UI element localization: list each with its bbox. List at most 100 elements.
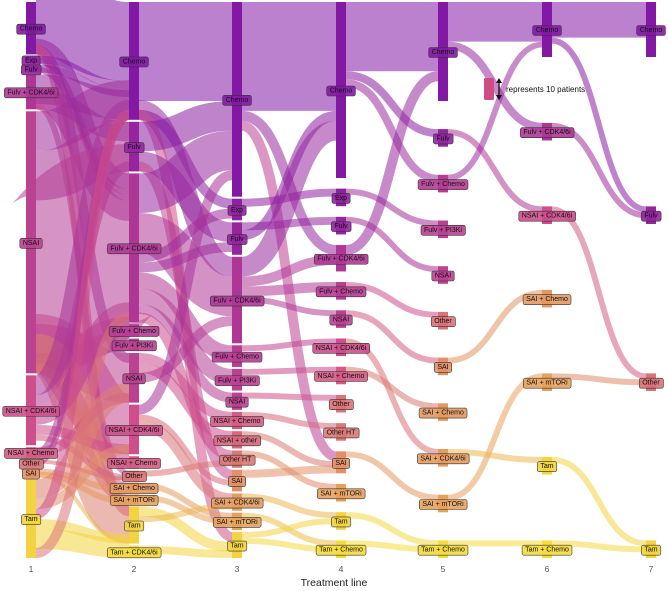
node-label: SAI + CDK4/6i [417, 453, 470, 465]
node-label: Fulv + PI3Ki [214, 375, 260, 387]
node-label-box [210, 295, 265, 307]
flow-link [551, 37, 647, 213]
node-label-box [124, 142, 145, 153]
node-label: SAI [22, 468, 40, 480]
svg-text:NSAI: NSAI [435, 273, 451, 280]
svg-text:SAI + CDK4/6i: SAI + CDK4/6i [420, 455, 466, 462]
node-label-box [119, 56, 149, 68]
node-label: NSAI [225, 396, 249, 408]
node-label: Fulv [433, 133, 454, 145]
flow-link [447, 449, 543, 463]
flow-link [241, 518, 337, 538]
node-label: Tam [124, 520, 145, 532]
node-label-box [213, 517, 262, 528]
node-label: SAI + Chemo [109, 483, 159, 494]
svg-text:Tam: Tam [230, 543, 243, 550]
svg-text:Fulv: Fulv [24, 66, 38, 73]
node-label-box [111, 340, 157, 352]
flow-link [551, 456, 647, 547]
svg-text:Chemo: Chemo [432, 49, 455, 56]
node-label-box [522, 294, 572, 306]
node-label: Other HT [323, 427, 360, 439]
svg-text:Fulv + CDK4/6i: Fulv + CDK4/6i [523, 129, 571, 136]
svg-text:Tam: Tam [127, 522, 140, 529]
node-label-box [314, 371, 368, 382]
node-label-box [431, 270, 455, 282]
node-label: NSAI + other [213, 435, 262, 447]
svg-text:Tam: Tam [644, 547, 657, 554]
node-label-box [641, 544, 662, 556]
node-label: SAI + Chemo [522, 294, 572, 306]
svg-text:SAI: SAI [437, 364, 448, 371]
node-label: Other [121, 471, 147, 482]
node-label: Chemo [222, 95, 252, 106]
node-label-box [21, 514, 42, 525]
node-label-box [21, 64, 42, 76]
x-tick-label: 6 [545, 564, 550, 574]
node-label-box [227, 540, 248, 552]
svg-text:NSAI + Chemo: NSAI + Chemo [214, 418, 261, 425]
node-label: Fulv + CDK4/6i [520, 127, 575, 138]
node-label-box [641, 210, 662, 222]
node-label: Other [430, 316, 456, 328]
node-label: SAI [434, 362, 452, 373]
node-label-box [417, 179, 469, 190]
node-label: Tam [21, 514, 42, 525]
node-label: Fulv [227, 234, 248, 245]
svg-text:Fulv + PI3Ki: Fulv + PI3Ki [218, 377, 256, 384]
x-tick-label: 1 [29, 564, 34, 574]
node-label: NSAI + CDK4/6i [312, 342, 370, 354]
flow-link [138, 316, 233, 383]
svg-text:NSAI + Chemo: NSAI + Chemo [8, 450, 55, 457]
flow-link [345, 282, 439, 318]
x-axis-title: Treatment line [301, 577, 368, 589]
flow-link [447, 129, 543, 213]
node-label: Tam + Chemo [521, 544, 573, 556]
legend-text: represents 10 patients [506, 85, 585, 94]
svg-text:SAI + Chemo: SAI + Chemo [113, 485, 155, 492]
flow-link [345, 366, 439, 410]
node-label: SAI + mTORi [110, 495, 159, 506]
svg-text:SAI: SAI [335, 460, 346, 467]
node-label: Tam + CDK4/6i [107, 547, 162, 559]
node-label: Tam [537, 461, 558, 473]
node-label-box [331, 221, 352, 232]
svg-text:Other: Other [22, 461, 40, 468]
flow-link [241, 493, 337, 519]
node-label-box [418, 407, 468, 419]
flow-link [138, 460, 233, 477]
flow-link [138, 101, 233, 152]
svg-text:Chemo: Chemo [330, 88, 353, 95]
flow-link [136, 213, 235, 317]
flow-link [345, 71, 439, 255]
flow-link [345, 188, 439, 227]
node-label: SAI + CDK4/6i [211, 497, 264, 509]
node-label: Tam [227, 540, 248, 552]
flow-link [241, 465, 337, 478]
node-label: Other [328, 399, 354, 411]
svg-text:Exp: Exp [335, 195, 347, 202]
svg-text:Fulv: Fulv [436, 135, 450, 142]
node-label: Fulv [124, 142, 145, 153]
node-label-box [210, 416, 264, 427]
node-label-box [2, 405, 60, 417]
svg-text:NSAI + CDK4/6i: NSAI + CDK4/6i [316, 345, 367, 352]
node-label: Other [18, 458, 44, 470]
node-label: SAI + mTORi [213, 517, 262, 528]
node-label-box [312, 342, 370, 354]
svg-text:NSAI + CDK4/6i: NSAI + CDK4/6i [109, 427, 160, 434]
node-label-box [227, 234, 248, 245]
node-label: Fulv + Chemo [108, 326, 160, 337]
svg-text:Other: Other [332, 401, 350, 408]
node-label-box [331, 193, 351, 204]
svg-text:Fulv + PI3Ki: Fulv + PI3Ki [424, 227, 462, 234]
flow-link [345, 71, 439, 138]
node-label-box [433, 133, 454, 145]
node-label-box [329, 314, 353, 326]
svg-text:NSAI + other: NSAI + other [217, 437, 258, 444]
node-label: Fulv + PI3Ki [420, 225, 466, 236]
node-label-box [107, 458, 161, 469]
node-label: Exp [21, 55, 41, 67]
svg-text:Fulv + PI3Ki: Fulv + PI3Ki [115, 342, 153, 349]
